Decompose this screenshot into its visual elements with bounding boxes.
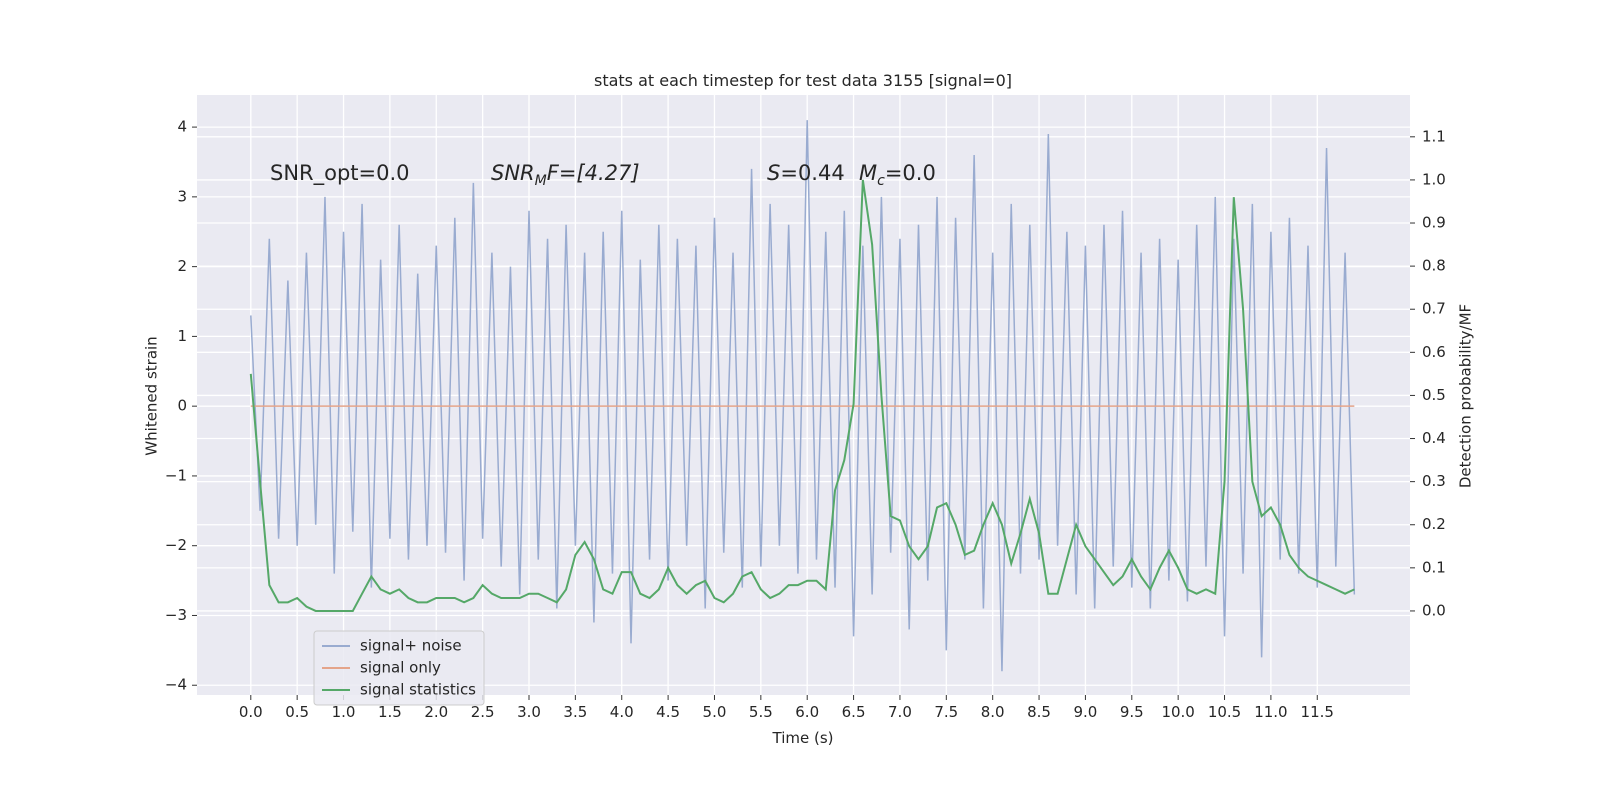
x-tick-label: 4.0 [610, 703, 634, 721]
y-tick-label: −2 [165, 536, 187, 554]
x-tick-label: 7.0 [888, 703, 912, 721]
annotation: S=0.44 [767, 161, 845, 185]
x-tick-label: 1.0 [332, 703, 356, 721]
x-tick-label: 7.5 [934, 703, 958, 721]
legend-label: signal+ noise [360, 637, 462, 655]
x-tick-label: 9.5 [1120, 703, 1144, 721]
annotation: SNRMF=[4.27] [491, 161, 640, 189]
x-tick-label: 8.0 [981, 703, 1005, 721]
lines [249, 120, 1356, 672]
x-tick-label: 11.0 [1254, 703, 1287, 721]
chart-title: stats at each timestep for test data 315… [594, 71, 1012, 90]
annotation-part: SNR [491, 161, 535, 185]
annotation: SNR_opt=0.0 [270, 161, 410, 186]
annotation-part: S [767, 161, 780, 185]
y2-tick-label: 0.3 [1422, 472, 1446, 490]
x-tick-label: 3.5 [563, 703, 587, 721]
annotation-part: =0.44 [780, 161, 844, 185]
x-tick-label: 6.5 [842, 703, 866, 721]
x-tick-label: 2.0 [424, 703, 448, 721]
annotation-part: =0.0 [885, 161, 936, 185]
series-line [249, 179, 1355, 612]
x-tick-label: 10.5 [1208, 703, 1241, 721]
x-tick-label: 8.5 [1027, 703, 1051, 721]
x-tick-label: 9.0 [1073, 703, 1097, 721]
y2-axis-label: Detection probability/MF [1457, 304, 1475, 488]
x-tick-label: 0.0 [239, 703, 263, 721]
y-tick-label: 4 [177, 118, 187, 136]
x-tick-label: 5.0 [703, 703, 727, 721]
x-tick-label: 4.5 [656, 703, 680, 721]
y2-tick-label: 0.7 [1422, 300, 1446, 318]
y2-tick-label: 0.2 [1422, 515, 1446, 533]
x-tick-label: 11.5 [1301, 703, 1334, 721]
y2-tick-label: 0.5 [1422, 386, 1446, 404]
legend-label: signal only [360, 659, 441, 677]
y-tick-label: −1 [165, 466, 187, 484]
series-line [250, 120, 1356, 672]
y2-tick-label: 0.9 [1422, 214, 1446, 232]
y-tick-label: −3 [165, 606, 187, 624]
y2-tick-label: 0.0 [1422, 601, 1446, 619]
y-tick-label: 0 [177, 397, 187, 415]
legend-label: signal statistics [360, 681, 476, 699]
y-axis-label: Whitened strain [143, 336, 161, 455]
annotation-part: F=[4.27] [547, 161, 640, 185]
y2-tick-label: 0.4 [1422, 429, 1446, 447]
x-axis-label: Time (s) [772, 729, 834, 747]
y-tick-label: 2 [177, 257, 187, 275]
x-tick-label: 3.0 [517, 703, 541, 721]
x-tick-label: 1.5 [378, 703, 402, 721]
y2-tick-label: 1.0 [1422, 170, 1446, 188]
x-tick-label: 5.5 [749, 703, 773, 721]
y-tick-label: 1 [177, 327, 187, 345]
y2-tick-label: 0.1 [1422, 558, 1446, 576]
annotation-subscript: M [535, 173, 547, 189]
legend: signal+ noise signal only signal statistic… [313, 630, 485, 706]
annotation-part: M [859, 161, 877, 185]
x-tick-label: 0.5 [285, 703, 309, 721]
y2-tick-label: 0.6 [1422, 343, 1446, 361]
y2-tick-label: 0.8 [1422, 257, 1446, 275]
y-tick-label: 3 [177, 187, 187, 205]
x-tick-label: 6.0 [795, 703, 819, 721]
x-tick-label: 2.5 [471, 703, 495, 721]
y2-tick-label: 1.1 [1422, 127, 1446, 145]
y-tick-label: −4 [165, 676, 187, 694]
x-tick-label: 10.0 [1161, 703, 1194, 721]
annotation-subscript: c [877, 173, 885, 189]
annotation: Mc=0.0 [859, 161, 936, 189]
legend-box [313, 630, 485, 706]
